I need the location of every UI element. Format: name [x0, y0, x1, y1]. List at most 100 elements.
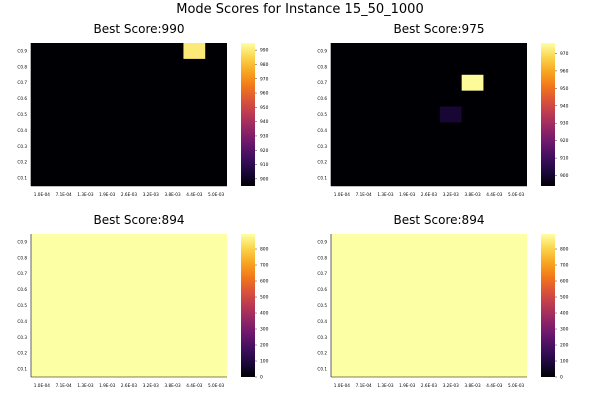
y-tick-label: C0.9 [17, 48, 27, 53]
colorbar-tick-label: 930 [260, 133, 269, 139]
y-tick-label: C0.1 [17, 176, 27, 181]
x-tick-label: 3.8E-03 [464, 383, 480, 388]
x-tick-label: 3.2E-03 [443, 383, 459, 388]
x-tick-label: 1.9E-03 [399, 192, 415, 197]
x-tick-label: 7.1E-04 [356, 192, 372, 197]
y-tick-label: C0.6 [17, 96, 27, 101]
x-tick-label: 1.0E-04 [334, 383, 350, 388]
colorbar [541, 234, 555, 377]
y-tick-label: C0.5 [317, 112, 327, 117]
y-tick-label: C0.1 [317, 176, 327, 181]
y-tick-label: C0.3 [17, 144, 27, 149]
y-tick-label: C0.3 [17, 335, 27, 340]
y-tick-label: C0.1 [317, 367, 327, 372]
colorbar-tick-label: 940 [560, 103, 569, 109]
colorbar-tick-label: 500 [560, 295, 569, 301]
x-tick-label: 1.3E-03 [377, 192, 393, 197]
colorbar-tick-label: 900 [260, 176, 269, 182]
y-tick-label: C0.6 [317, 287, 327, 292]
colorbar-tick-label: 960 [260, 91, 269, 97]
x-tick-label: 2.6E-03 [121, 192, 137, 197]
x-tick-label: 7.1E-04 [56, 383, 72, 388]
x-tick-label: 7.1E-04 [56, 192, 72, 197]
y-tick-label: C0.8 [17, 64, 27, 69]
colorbar-tick-label: 960 [560, 68, 569, 74]
colorbar-tick-label: 990 [260, 48, 269, 54]
x-tick-label: 5.0E-03 [208, 192, 224, 197]
colorbar-tick-label: 0 [260, 375, 263, 381]
x-tick-label: 3.2E-03 [143, 383, 159, 388]
y-tick-label: C0.9 [17, 239, 27, 244]
colorbar-tick-label: 910 [560, 156, 569, 162]
x-tick-label: 5.0E-03 [508, 192, 524, 197]
x-tick-label: 2.6E-03 [421, 383, 437, 388]
colorbar-tick-label: 700 [560, 263, 569, 269]
colorbar-tick-label: 100 [560, 359, 569, 365]
colorbar-tick-label: 920 [560, 138, 569, 144]
x-tick-label: 3.8E-03 [164, 383, 180, 388]
y-tick-label: C0.5 [17, 112, 27, 117]
colorbar-tick-label: 940 [260, 119, 269, 125]
y-tick-label: C0.2 [317, 160, 327, 165]
heatmap-background [331, 234, 527, 377]
colorbar-tick-label: 950 [560, 86, 569, 92]
colorbar [241, 43, 255, 186]
x-tick-label: 4.4E-03 [486, 192, 502, 197]
figure-title: Mode Scores for Instance 15_50_1000 [176, 2, 424, 17]
heatmap-cell [461, 74, 484, 91]
y-tick-label: C0.7 [17, 80, 27, 85]
colorbar-tick-label: 300 [560, 327, 569, 333]
heatmap-panel-2: Best Score:975 1.0E-04 7.1E-04 1.3E-03 1.9E-… [317, 22, 568, 197]
colorbar-tick-label: 400 [560, 311, 569, 317]
colorbar [541, 43, 555, 186]
y-tick-label: C0.4 [317, 319, 327, 324]
colorbar-tick-label: 300 [260, 327, 269, 333]
colorbar-tick-label: 970 [260, 76, 269, 82]
y-tick-label: C0.7 [317, 80, 327, 85]
x-tick-label: 3.2E-03 [443, 192, 459, 197]
colorbar-tick-label: 930 [560, 121, 569, 127]
colorbar-tick-label: 700 [260, 263, 269, 269]
x-tick-label: 4.4E-03 [186, 192, 202, 197]
x-tick-label: 4.4E-03 [486, 383, 502, 388]
y-tick-label: C0.8 [317, 255, 327, 260]
x-tick-label: 1.9E-03 [99, 383, 115, 388]
colorbar [241, 234, 255, 377]
y-tick-label: C0.1 [17, 367, 27, 372]
x-tick-label: 1.0E-04 [34, 383, 50, 388]
x-tick-label: 1.3E-03 [77, 383, 93, 388]
x-tick-label: 2.6E-03 [421, 192, 437, 197]
y-tick-label: C0.2 [17, 351, 27, 356]
y-tick-label: C0.4 [17, 128, 27, 133]
x-tick-label: 1.9E-03 [399, 383, 415, 388]
panel-title: Best Score:975 [394, 22, 485, 36]
colorbar-tick-label: 950 [260, 105, 269, 111]
heatmap-panel-4: Best Score:894 1.0E-04 7.1E-04 1.3E-03 1.9E-… [317, 213, 568, 388]
y-tick-label: C0.7 [17, 271, 27, 276]
x-tick-label: 1.3E-03 [377, 383, 393, 388]
x-tick-label: 1.0E-04 [334, 192, 350, 197]
colorbar-tick-label: 600 [560, 279, 569, 285]
panel-title: Best Score:990 [94, 22, 185, 36]
y-tick-label: C0.5 [317, 303, 327, 308]
colorbar-tick-label: 800 [560, 247, 569, 253]
colorbar-tick-label: 910 [260, 162, 269, 168]
heatmap-cell [183, 43, 206, 59]
panel-title: Best Score:894 [94, 213, 185, 227]
heatmap-background [331, 43, 527, 186]
x-tick-label: 4.4E-03 [186, 383, 202, 388]
panel-title: Best Score:894 [394, 213, 485, 227]
colorbar-tick-label: 900 [560, 173, 569, 179]
y-tick-label: C0.5 [17, 303, 27, 308]
y-tick-label: C0.7 [317, 271, 327, 276]
y-tick-label: C0.9 [317, 239, 327, 244]
colorbar-tick-label: 970 [560, 51, 569, 57]
y-tick-label: C0.4 [317, 128, 327, 133]
x-tick-label: 3.8E-03 [164, 192, 180, 197]
x-tick-label: 1.0E-04 [34, 192, 50, 197]
heatmap-cell [439, 106, 462, 123]
colorbar-tick-label: 0 [560, 375, 563, 381]
y-tick-label: C0.8 [17, 255, 27, 260]
y-tick-label: C0.2 [317, 351, 327, 356]
